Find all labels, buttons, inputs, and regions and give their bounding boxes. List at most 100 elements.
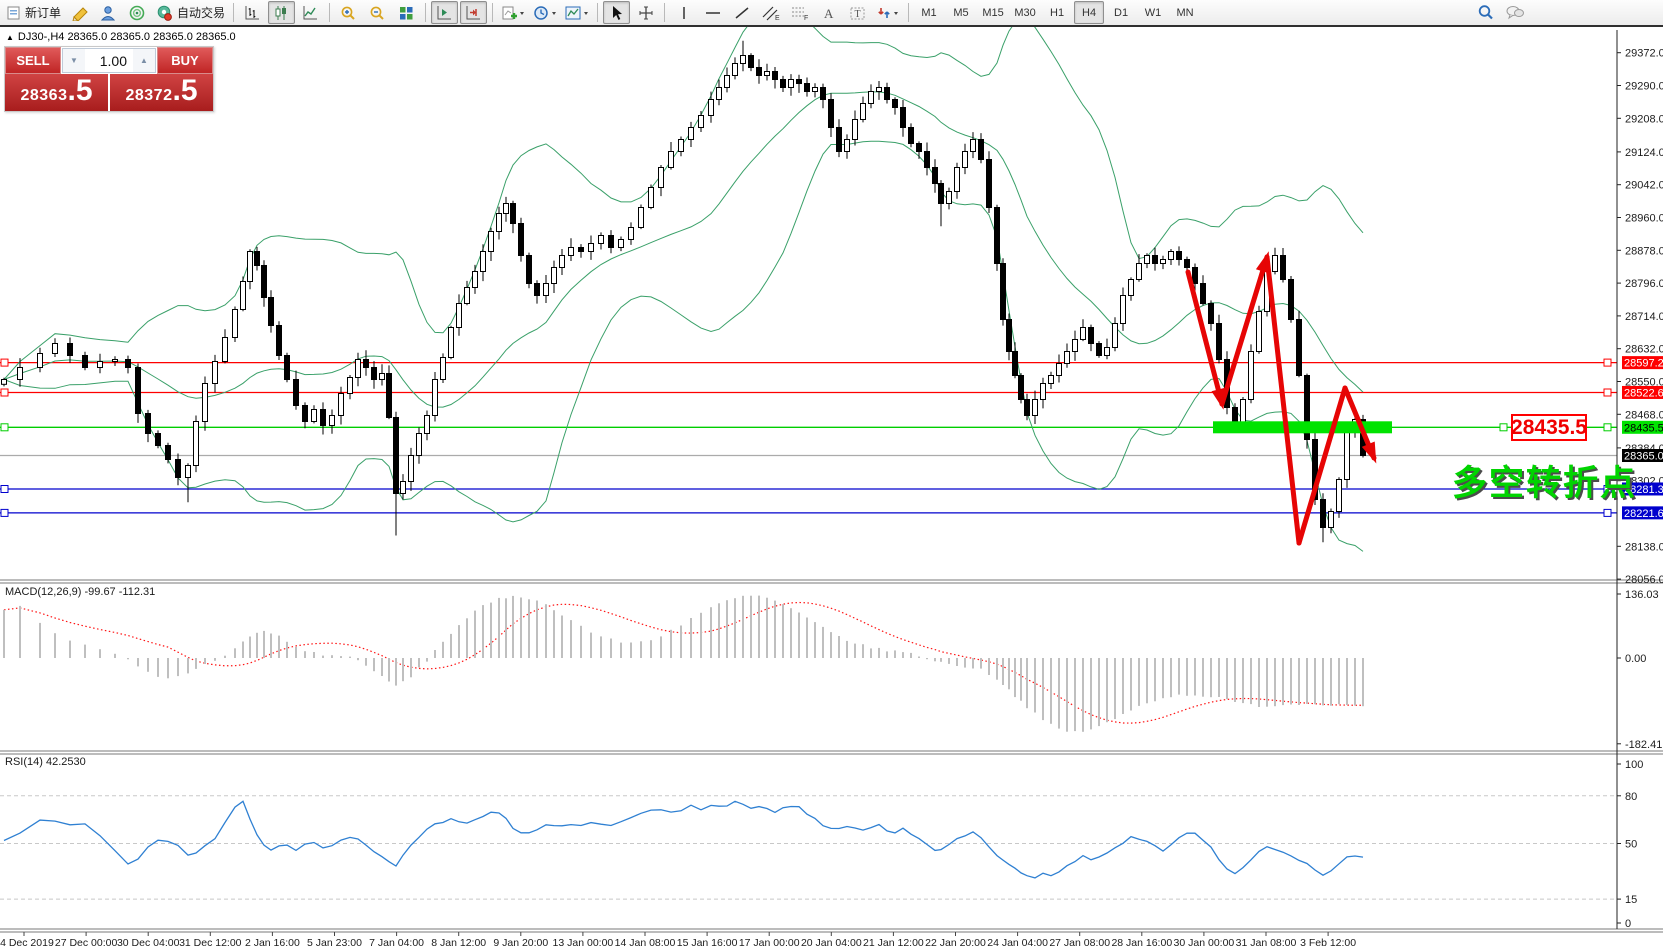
timeframe-button-w1[interactable]: W1 (1144, 6, 1162, 19)
autotrade-button[interactable]: 自动交易 (153, 1, 228, 24)
vertical-line-tool[interactable] (670, 1, 697, 24)
sell-button[interactable]: SELL (5, 47, 61, 74)
profile-icon (100, 5, 116, 20)
svg-text:80: 80 (1625, 791, 1637, 803)
candlestick-chart-button[interactable] (268, 1, 296, 24)
timeframe-button-mn[interactable]: MN (1176, 6, 1194, 19)
template-button[interactable] (562, 1, 592, 24)
volume-increase-button[interactable]: ▲ (133, 49, 155, 72)
crayon-icon (72, 6, 88, 21)
new-order-icon (7, 6, 20, 19)
svg-text:28435.5: 28435.5 (1624, 422, 1663, 434)
chat-icon (1506, 6, 1524, 20)
price-annotation-box[interactable]: 28435.5 (1511, 414, 1587, 441)
auto-scroll-button[interactable] (431, 1, 459, 24)
svg-text:28714.0: 28714.0 (1625, 311, 1663, 323)
chart-window[interactable]: 29372.0 29290.0 29208.0 29124.0 29042.0 28960… (0, 27, 1663, 951)
buy-price-frac: .5 (172, 74, 198, 107)
buy-price-main: 28372 (125, 87, 173, 104)
zoom-in-button[interactable] (335, 1, 362, 24)
chart-shift-button[interactable] (460, 1, 488, 24)
time-axis-label: 30 Dec 04:00 (117, 937, 180, 949)
time-axis-label: 3 Feb 12:00 (1300, 937, 1356, 949)
cursor-icon (613, 5, 623, 20)
crayon-button[interactable] (66, 1, 93, 24)
bar-chart-button[interactable] (239, 1, 266, 24)
chat-button[interactable] (1501, 1, 1528, 24)
toolbar-separator (908, 3, 910, 22)
timeframe-button-m1[interactable]: M1 (921, 6, 937, 19)
text-label-tool[interactable]: T (844, 1, 871, 24)
svg-text:28550.0: 28550.0 (1625, 377, 1663, 389)
vertical-line-icon (682, 6, 685, 19)
svg-text:A: A (824, 6, 834, 21)
time-axis-label: 28 Jan 16:00 (1111, 937, 1172, 949)
sell-price[interactable]: 28363 .5 (5, 74, 108, 111)
zigzag-segment (1264, 254, 1302, 546)
text-tool[interactable]: A (815, 1, 842, 24)
macd-histogram (3, 595, 1364, 732)
channel-tool[interactable]: E (757, 1, 784, 24)
time-axis-label: 14 Jan 08:00 (615, 937, 676, 949)
svg-text:28597.2: 28597.2 (1624, 358, 1663, 370)
svg-text:15: 15 (1625, 894, 1637, 906)
cursor-button[interactable] (603, 1, 631, 24)
new-order-button[interactable]: 新订单 (3, 1, 64, 24)
fibonacci-icon: F (791, 7, 808, 21)
buy-button[interactable]: BUY (157, 47, 213, 74)
zigzag-segment (1219, 254, 1270, 407)
svg-text:F: F (804, 15, 808, 21)
svg-text:28221.6: 28221.6 (1624, 508, 1663, 520)
volume-decrease-button[interactable]: ▼ (63, 49, 85, 72)
new-order-label: 新订单 (25, 6, 62, 20)
timeframe-button-m30[interactable]: M30 (1014, 6, 1036, 19)
svg-text:E: E (775, 15, 780, 21)
macd-pane (3, 601, 1364, 724)
timeframe-button-m5[interactable]: M5 (953, 6, 969, 19)
search-icon (1478, 5, 1493, 20)
toolbar-separator (329, 3, 331, 22)
arrows-tool-icon (878, 7, 899, 18)
period-clock-icon (534, 5, 557, 20)
svg-text:28960.0: 28960.0 (1625, 213, 1663, 225)
arrows-tool[interactable] (873, 1, 903, 24)
tile-windows-button[interactable] (393, 1, 420, 24)
horizontal-line-tool[interactable] (699, 1, 726, 24)
period-clock-button[interactable] (530, 1, 560, 24)
line-chart-icon (303, 5, 318, 19)
fibonacci-tool[interactable]: F (786, 1, 813, 24)
trendline-icon (735, 6, 749, 19)
line-chart-button[interactable] (297, 1, 324, 24)
sell-price-main: 28363 (20, 87, 68, 104)
timeframe-button-h1[interactable]: H1 (1050, 6, 1065, 19)
search-button[interactable] (1472, 1, 1499, 24)
auto-scroll-icon (437, 5, 452, 19)
candlestick-chart-icon (275, 5, 287, 20)
chart-canvas[interactable]: 29372.0 29290.0 29208.0 29124.0 29042.0 28960… (0, 27, 1663, 951)
turning-point-annotation[interactable]: 多空转折点 (1452, 464, 1638, 504)
zoom-out-button[interactable] (364, 1, 391, 24)
trendline-tool[interactable] (728, 1, 755, 24)
quote-panel-collapse-icon[interactable]: ▲ (6, 32, 14, 42)
svg-text:29042.0: 29042.0 (1625, 180, 1663, 192)
toolbar-separator (597, 3, 599, 22)
time-axis-label: 27 Dec 00:00 (55, 937, 118, 949)
timeframe-button-m15[interactable]: M15 (982, 6, 1004, 19)
svg-text:100: 100 (1625, 759, 1643, 771)
chart-symbol-line[interactable]: ▲ DJ30-,H4 28365.0 28365.0 28365.0 28365… (6, 31, 236, 43)
timeframe-button-d1[interactable]: D1 (1114, 6, 1129, 19)
time-axis-label: 15 Jan 16:00 (677, 937, 738, 949)
profile-button[interactable] (95, 1, 122, 24)
time-axis: 24 Dec 2019 27 Dec 00:00 30 Dec 04:00 31 De… (0, 932, 1356, 949)
new-chart-button[interactable] (498, 1, 528, 24)
svg-text:28468.0: 28468.0 (1625, 409, 1663, 421)
svg-text:0: 0 (1625, 918, 1631, 930)
sonar-button[interactable] (124, 1, 151, 24)
autotrade-label: 自动交易 (177, 6, 226, 20)
price-axis: 29372.0 29290.0 29208.0 29124.0 29042.0 28960… (1617, 48, 1663, 930)
volume-input[interactable]: 1.00 (99, 52, 127, 69)
crosshair-button[interactable] (632, 1, 659, 24)
svg-text:28632.0: 28632.0 (1625, 344, 1663, 356)
buy-price[interactable]: 28372 .5 (110, 74, 213, 111)
timeframe-button-h4[interactable]: H4 (1074, 1, 1105, 24)
